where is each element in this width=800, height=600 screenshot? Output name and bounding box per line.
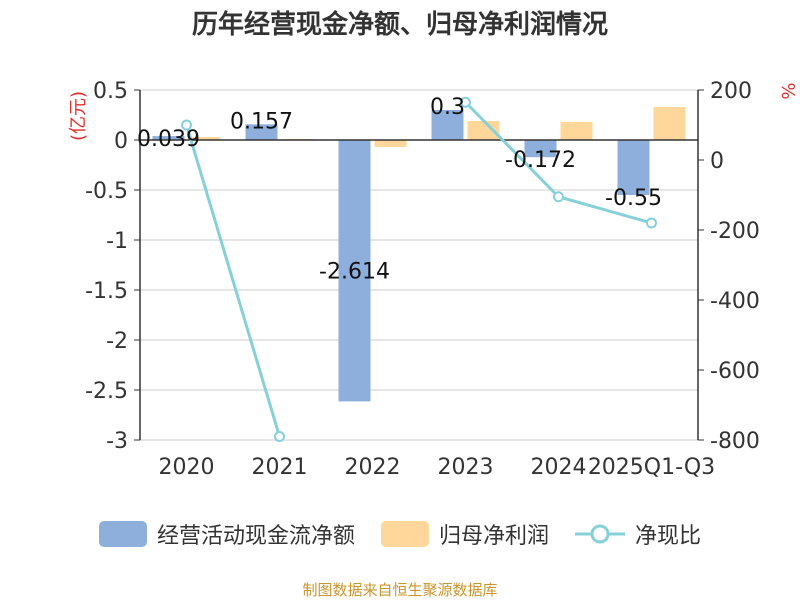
right-axis-unit: % (777, 82, 798, 99)
bar-net-profit (188, 137, 221, 140)
left-tick-label: -2 (106, 329, 128, 354)
bar-cash-flow (524, 140, 557, 158)
chart-plot: 0.5 0 -0.5 -1 -1.5 -2 -2.5 -3 200 0 -200 -400 -600 -8… (68, 79, 798, 480)
legend: 经营活动现金流净额 归母净利润 净现比 (0, 518, 800, 550)
x-tick-label: 2020 (159, 455, 215, 480)
bar-net-profit (374, 140, 407, 147)
data-label-cash-flow: -0.172 (505, 148, 576, 173)
x-tick-label: 2025Q1-Q3 (588, 455, 715, 480)
data-label-cash-flow: 0.3 (430, 95, 465, 120)
line-net-cash-ratio (185, 124, 281, 437)
bar-net-profit (560, 122, 593, 140)
legend-label-cash-flow: 经营活动现金流净额 (156, 524, 355, 549)
right-tick-label: -600 (710, 359, 760, 384)
x-tick-label: 2022 (345, 455, 401, 480)
bar-cash-flow (338, 140, 371, 402)
chart-title: 历年经营现金净额、归母净利润情况 (191, 10, 608, 40)
bar-cash-flow (617, 140, 650, 195)
x-tick-label: 2023 (438, 455, 494, 480)
legend-label-ratio: 净现比 (635, 524, 702, 549)
data-label-cash-flow: 0.157 (230, 109, 293, 134)
point-net-cash-ratio (274, 431, 285, 442)
point-net-cash-ratio (646, 217, 657, 229)
left-tick-label: -1 (106, 229, 128, 254)
left-tick-label: -2.5 (85, 379, 128, 404)
bar-cash-flow (152, 136, 185, 140)
x-tick-label: 2024 (531, 455, 587, 480)
bar-net-profit (467, 121, 500, 140)
legend-marker-ratio (575, 524, 625, 544)
right-tick-label: -400 (710, 289, 760, 314)
right-tick-label: -200 (710, 219, 760, 244)
bar-cash-flow (245, 124, 278, 140)
point-net-cash-ratio (460, 96, 471, 108)
source-note: 制图数据来自恒生聚源数据库 (302, 581, 498, 599)
left-tick-label: -3 (106, 429, 128, 454)
data-label-cash-flow: -2.614 (319, 260, 390, 285)
legend-item-net-profit[interactable]: 归母净利润 (380, 518, 549, 550)
left-tick-label: 0 (114, 129, 128, 154)
data-label-cash-flow: -0.55 (605, 186, 662, 211)
bar-cash-flow (431, 110, 464, 140)
left-tick-label: 0.5 (93, 79, 128, 104)
point-net-cash-ratio (181, 119, 192, 131)
left-tick-label: -0.5 (85, 179, 128, 204)
legend-swatch-net-profit (380, 521, 429, 547)
x-tick-label: 2021 (252, 455, 308, 480)
left-tick-label: -1.5 (85, 279, 128, 304)
legend-swatch-cash-flow (98, 521, 147, 547)
right-tick-label: 200 (710, 79, 752, 104)
right-tick-label: -800 (710, 429, 760, 454)
bar-net-profit (653, 107, 686, 140)
data-label-cash-flow: 0.039 (137, 127, 200, 152)
left-axis-unit: (亿元) (68, 91, 89, 141)
legend-item-cash-flow[interactable]: 经营活动现金流净额 (98, 518, 355, 550)
legend-label-net-profit: 归母净利润 (438, 524, 549, 549)
legend-item-ratio[interactable]: 净现比 (575, 518, 701, 550)
point-net-cash-ratio (553, 191, 564, 203)
right-tick-label: 0 (710, 149, 724, 174)
